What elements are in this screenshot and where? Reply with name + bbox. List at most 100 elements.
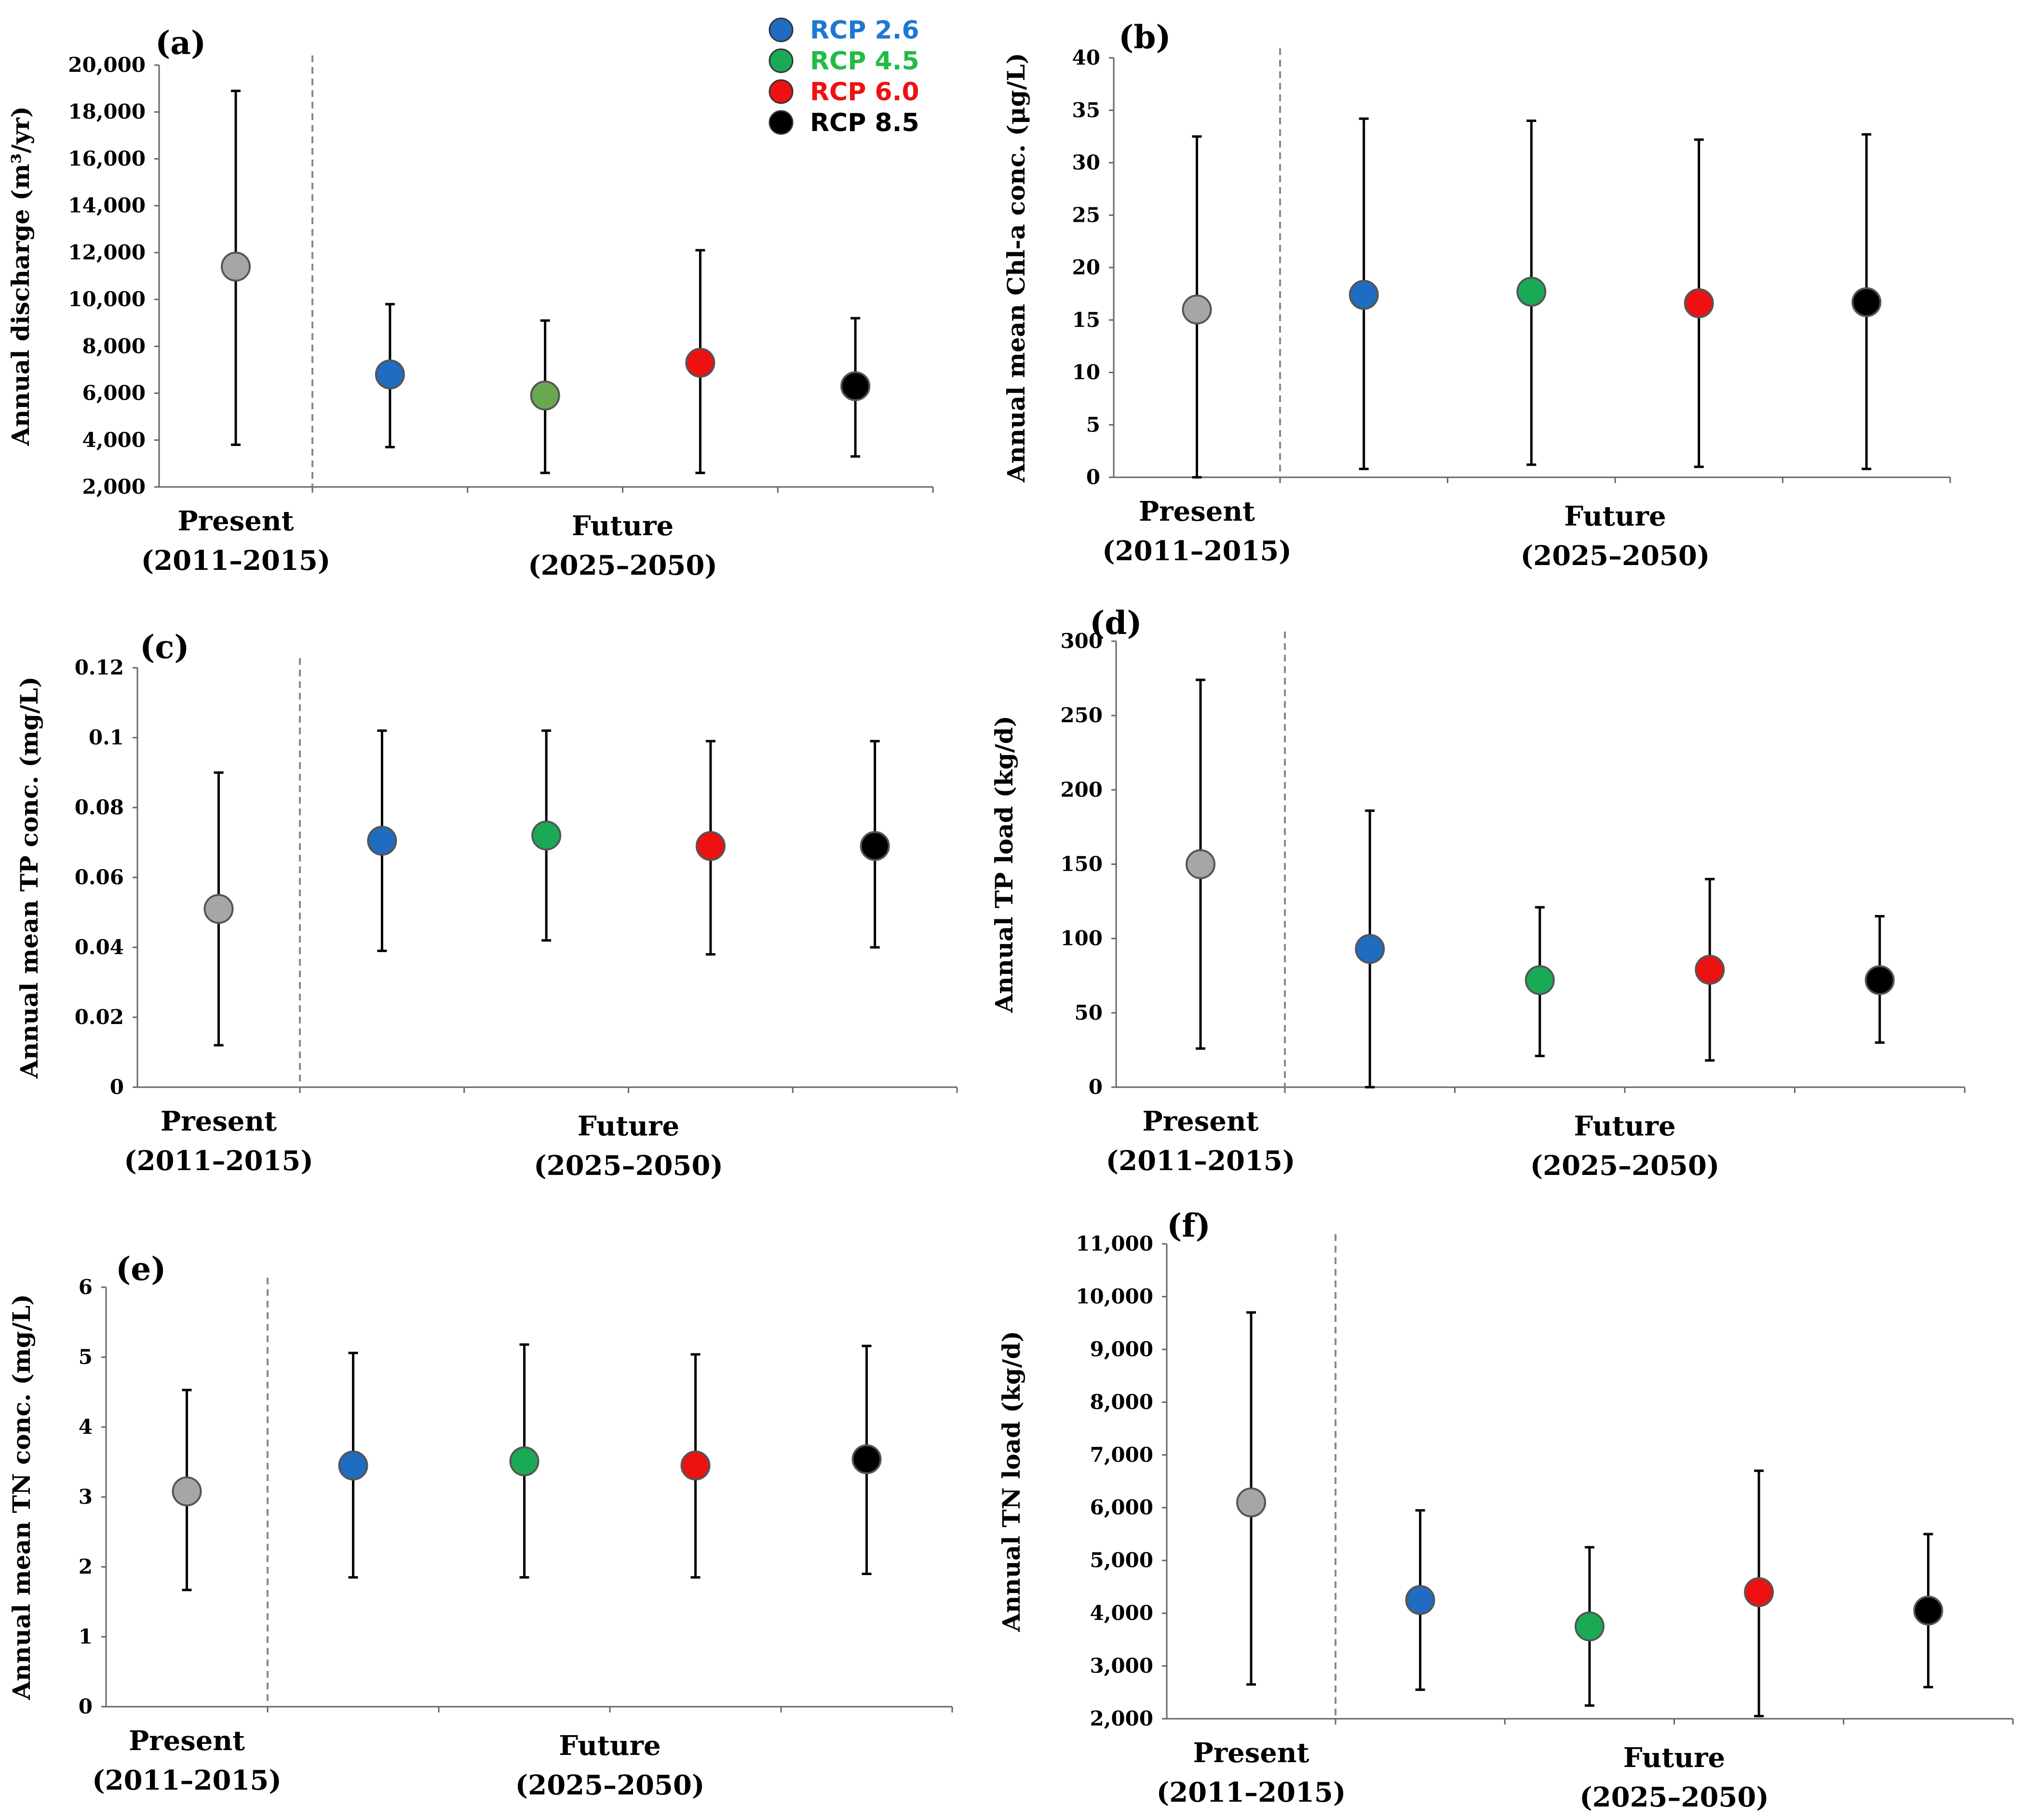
y-tick-label: 150 xyxy=(1060,852,1103,876)
mean-point xyxy=(1405,1585,1435,1615)
future-period-label: (2025–2050) xyxy=(1579,1781,1769,1813)
present-period-label: (2011–2015) xyxy=(92,1765,282,1796)
mean-point xyxy=(375,359,405,390)
present-label: Present xyxy=(129,1725,245,1757)
mean-point xyxy=(509,1446,540,1477)
present-period-label: (2011–2015) xyxy=(141,545,331,577)
present-period-label: (2011–2015) xyxy=(1157,1777,1346,1808)
y-axis-title: Annual TP load (kg/d) xyxy=(990,715,1018,1013)
y-tick-label: 6 xyxy=(79,1275,93,1299)
y-tick-label: 10,000 xyxy=(68,287,146,311)
mean-point xyxy=(680,1450,711,1481)
legend-label: RCP 2.6 xyxy=(810,16,919,45)
y-tick-label: 1 xyxy=(79,1625,93,1648)
mean-point xyxy=(851,1444,882,1474)
present-label: Present xyxy=(1193,1737,1309,1769)
y-tick-label: 8,000 xyxy=(82,334,146,358)
mean-point xyxy=(1236,1487,1266,1518)
y-tick-label: 20,000 xyxy=(68,53,146,77)
future-label: Future xyxy=(1623,1742,1725,1774)
future-label: Future xyxy=(559,1730,661,1762)
mean-point xyxy=(1695,955,1725,985)
panel-label: (c) xyxy=(140,628,189,666)
y-tick-label: 2,000 xyxy=(1090,1707,1153,1730)
y-tick-label: 0.12 xyxy=(75,656,124,679)
panel-label: (e) xyxy=(116,1250,166,1288)
panel-label: (d) xyxy=(1090,604,1142,642)
chart-panel-1: 0 5 10 15 20 25 30 35 40 Annual mean Chl-a conc. … xyxy=(1002,18,1951,572)
present-period-label: (2011–2015) xyxy=(1102,535,1292,567)
y-tick-label: 0 xyxy=(1086,465,1100,489)
y-tick-label: 9,000 xyxy=(1090,1337,1153,1361)
y-tick-label: 5 xyxy=(1086,413,1100,436)
chart-panel-2: 0 0.02 0.04 0.06 0.08 0.1 0.12 Annual mean TP c… xyxy=(15,628,958,1182)
y-tick-label: 2,000 xyxy=(82,475,146,499)
mean-point xyxy=(530,380,560,411)
future-period-label: (2025–2050) xyxy=(515,1769,705,1801)
present-label: Present xyxy=(161,1105,277,1137)
mean-point xyxy=(1684,288,1714,318)
y-tick-label: 4 xyxy=(79,1415,93,1439)
y-tick-label: 35 xyxy=(1072,98,1100,122)
future-label: Future xyxy=(572,510,674,542)
y-tick-label: 5 xyxy=(79,1345,93,1369)
y-tick-label: 0.08 xyxy=(75,795,124,819)
y-tick-label: 0.04 xyxy=(75,935,124,959)
y-axis-title: Annual mean Chl-a conc. (μg/L) xyxy=(1002,53,1030,483)
y-tick-label: 0.1 xyxy=(89,726,124,749)
y-tick-label: 300 xyxy=(1060,629,1103,653)
mean-point xyxy=(1525,965,1555,995)
future-period-label: (2025–2050) xyxy=(1530,1150,1720,1182)
y-tick-label: 3 xyxy=(79,1485,93,1509)
present-label: Present xyxy=(178,505,294,537)
y-tick-label: 0 xyxy=(79,1695,93,1718)
y-tick-label: 200 xyxy=(1060,778,1103,801)
y-tick-label: 4,000 xyxy=(1090,1601,1153,1625)
panel-label: (b) xyxy=(1119,18,1171,56)
mean-point xyxy=(1355,934,1385,964)
y-tick-label: 14,000 xyxy=(68,194,146,217)
mean-point xyxy=(1516,277,1547,307)
y-tick-label: 2 xyxy=(79,1555,93,1578)
present-label: Present xyxy=(1139,496,1255,527)
mean-point xyxy=(840,371,871,401)
mean-point xyxy=(203,894,234,924)
y-tick-label: 25 xyxy=(1072,203,1100,227)
y-tick-label: 0.06 xyxy=(75,865,124,889)
present-period-label: (2011–2015) xyxy=(1106,1145,1295,1177)
present-label: Present xyxy=(1143,1105,1259,1137)
y-tick-label: 50 xyxy=(1075,1001,1103,1025)
mean-point xyxy=(685,348,715,378)
mean-point xyxy=(172,1476,202,1507)
legend-marker xyxy=(769,110,794,135)
panel-label: (f) xyxy=(1167,1207,1211,1244)
y-tick-label: 0.02 xyxy=(75,1005,124,1029)
mean-point xyxy=(1186,849,1215,879)
mean-point xyxy=(1913,1595,1943,1626)
mean-point xyxy=(531,821,562,850)
future-label: Future xyxy=(578,1110,679,1142)
y-tick-label: 16,000 xyxy=(68,147,146,170)
y-tick-label: 5,000 xyxy=(1090,1549,1153,1572)
mean-point xyxy=(860,831,890,861)
y-tick-label: 18,000 xyxy=(68,100,146,123)
y-axis-title: Annual mean TN conc. (mg/L) xyxy=(7,1294,36,1700)
y-tick-label: 40 xyxy=(1072,46,1100,69)
panel-label: (a) xyxy=(155,24,206,62)
mean-point xyxy=(1182,295,1212,324)
y-tick-label: 0 xyxy=(1089,1075,1103,1099)
future-label: Future xyxy=(1574,1110,1675,1142)
panels: 2,000 4,000 6,000 8,000 10,000 1 2,000 14,000 16… xyxy=(6,18,2014,1813)
y-tick-label: 250 xyxy=(1060,703,1103,727)
y-tick-label: 11,000 xyxy=(1076,1232,1153,1255)
y-axis-title: Annual TN load (kg/d) xyxy=(997,1331,1025,1632)
y-tick-label: 8,000 xyxy=(1090,1390,1153,1414)
legend-marker xyxy=(769,79,794,104)
y-tick-label: 6,000 xyxy=(82,381,146,405)
y-tick-label: 3,000 xyxy=(1090,1654,1153,1678)
mean-point xyxy=(1851,287,1882,317)
mean-point xyxy=(221,252,251,282)
future-period-label: (2025–2050) xyxy=(528,550,717,581)
y-tick-label: 100 xyxy=(1060,927,1103,950)
y-tick-label: 20 xyxy=(1072,256,1100,279)
